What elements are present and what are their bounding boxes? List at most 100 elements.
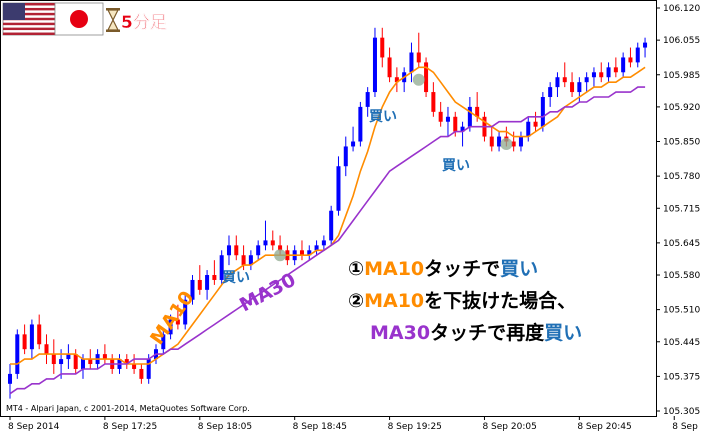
candle-body (175, 319, 180, 325)
candle-body (591, 72, 596, 78)
candle-body (168, 319, 173, 335)
y-tick-label: 105.780 (663, 172, 700, 182)
candle-body (263, 240, 268, 246)
candle-body (548, 87, 553, 98)
candle-body (467, 106, 472, 127)
candle-body (453, 116, 458, 132)
candle-body (628, 57, 633, 63)
x-tick-label: 8 Sep 20:05 (482, 422, 536, 432)
candle-body (124, 359, 129, 365)
candle-body (518, 136, 523, 147)
candle-body (351, 141, 356, 147)
candle-body (307, 250, 312, 256)
candle-body (139, 368, 144, 379)
candle-body (380, 37, 385, 58)
y-tick-label: 105.920 (663, 103, 700, 113)
candle-body (73, 354, 78, 369)
y-tick-label: 105.445 (663, 338, 700, 348)
candle-body (197, 279, 202, 290)
x-tick-label: 8 Sep 17:25 (103, 422, 157, 432)
buy-label-3: 買い (442, 158, 470, 174)
flag-stripe (3, 3, 55, 6)
candle-body (248, 255, 253, 266)
candle-body (343, 146, 348, 167)
candle-body (15, 334, 20, 374)
candle-body (635, 47, 640, 63)
touch-point-marker (500, 137, 513, 150)
x-tick-label: 8 Sep 18:45 (293, 422, 347, 432)
rule-1-buy: 買い (500, 258, 538, 280)
flag-stripe (3, 12, 55, 16)
candle-body (7, 373, 13, 384)
candle-body (445, 116, 450, 122)
candle-body (321, 240, 326, 246)
hourglass-icon (106, 8, 120, 32)
candle-body (643, 42, 648, 48)
x-tick-label: 8 Sep 21:25 (672, 422, 701, 432)
y-tick-label: 105.580 (663, 271, 700, 281)
y-tick-label: 105.305 (663, 407, 700, 417)
candle-body (460, 126, 465, 132)
rule-3-ma: MA30 (370, 322, 430, 344)
candle-body (431, 92, 436, 112)
candle-body (88, 359, 93, 365)
flag-stripe (3, 27, 55, 31)
candle-body (80, 359, 86, 369)
candle-body (102, 354, 107, 360)
rule-2-number: ② (348, 290, 364, 312)
candle-body (146, 359, 151, 379)
candle-body (329, 210, 334, 241)
candle-body (475, 106, 480, 117)
candle-body (22, 334, 27, 350)
candle-body (526, 121, 531, 137)
candle-body (621, 57, 626, 73)
candle-body (394, 77, 399, 83)
candle-body (562, 77, 567, 83)
y-tick-label: 106.120 (663, 4, 700, 14)
rule-1: ①MA10タッチで買い (348, 258, 538, 280)
us-flag-icon (2, 2, 56, 36)
candle-body (613, 67, 618, 73)
candle-body (183, 299, 188, 325)
japan-flag-icon (54, 2, 104, 36)
candle-body (44, 344, 49, 355)
candle-body (416, 52, 421, 63)
rule-2-ma: MA10 (364, 290, 424, 312)
candle-body (570, 82, 575, 93)
timeframe-label: 5分足 (121, 13, 167, 33)
x-tick-label: 8 Sep 2014 (8, 422, 60, 432)
candle-body (497, 136, 502, 147)
candle-body (365, 92, 370, 107)
rule-2: ②MA10を下抜けた場合、 (348, 289, 576, 312)
candle-body (540, 97, 545, 127)
candle-body (161, 334, 166, 350)
candle-body (387, 57, 392, 78)
rule-1-number: ① (348, 258, 364, 280)
flag-stripe (3, 17, 55, 21)
candle-body (190, 279, 195, 300)
candle-body (409, 52, 414, 73)
touch-markers-layer (274, 73, 513, 262)
buy-label-1: 買い (222, 270, 250, 286)
candle-body (132, 364, 137, 369)
candle-body (29, 324, 34, 350)
candle-body (234, 245, 239, 256)
candle-body (599, 72, 604, 78)
candle-body (241, 255, 246, 266)
candles-layer (7, 27, 648, 399)
candle-body (299, 250, 304, 256)
chart-border (0, 0, 657, 417)
rule-3-text: タッチで再度 (430, 321, 545, 344)
y-tick-label: 105.715 (663, 204, 700, 214)
rule-1-ma: MA10 (364, 258, 424, 280)
y-tick-label: 105.510 (663, 306, 700, 316)
y-tick-label: 105.645 (663, 239, 700, 249)
candle-body (372, 37, 377, 93)
moving-average-layer (9, 66, 646, 395)
price-axis: 106.120 106.055 105.985 105.920 105.850 105.7… (656, 4, 700, 417)
rule-2-text: を下抜けた場合、 (424, 289, 576, 312)
flag-stripe (3, 22, 55, 26)
candle-body (219, 255, 224, 280)
candle-body (205, 275, 210, 290)
